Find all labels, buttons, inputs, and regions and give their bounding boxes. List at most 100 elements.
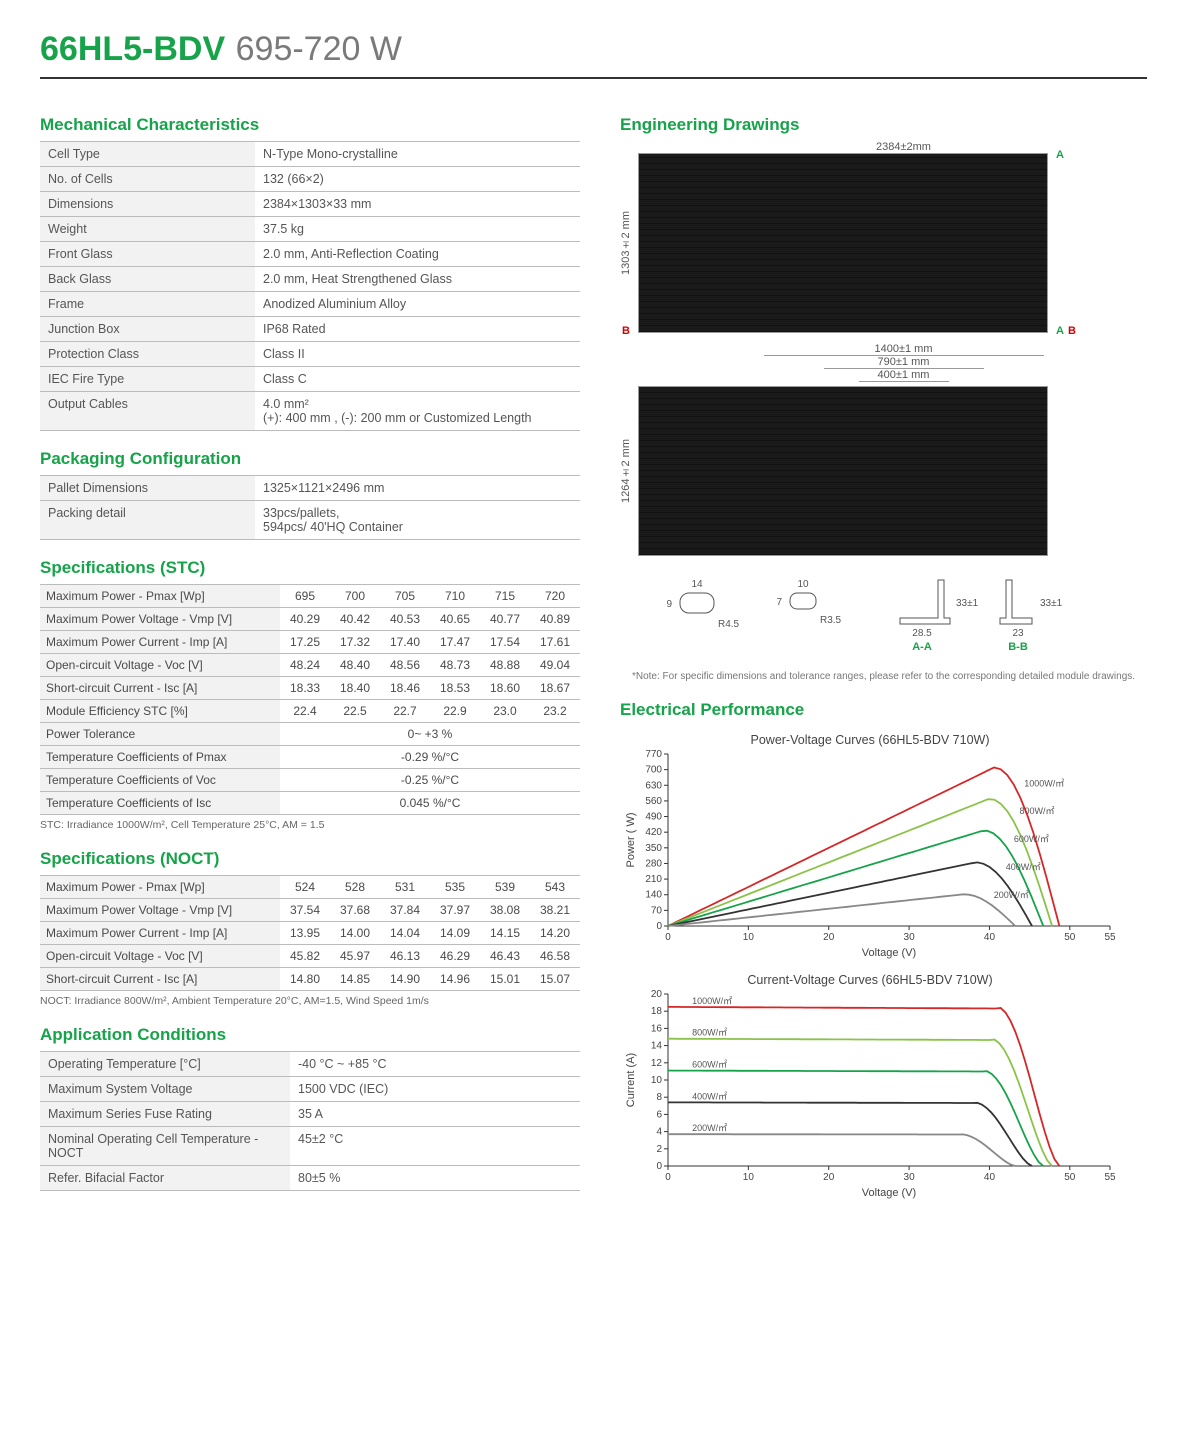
- table-row: Power Tolerance0~ +3 %: [40, 723, 580, 746]
- cell-value: 45.82: [280, 945, 330, 968]
- cell-value: 48.56: [380, 654, 430, 677]
- svg-text:20: 20: [823, 1172, 835, 1183]
- table-row: Back Glass2.0 mm, Heat Strengthened Glas…: [40, 267, 580, 292]
- table-row: Pallet Dimensions1325×1121×2496 mm: [40, 476, 580, 501]
- cell-value: 14.90: [380, 968, 430, 991]
- cell-value: 705: [380, 585, 430, 608]
- cell-value: 14.80: [280, 968, 330, 991]
- svg-text:0: 0: [656, 1161, 662, 1172]
- cell-value: 23.2: [530, 700, 580, 723]
- svg-text:210: 210: [645, 874, 662, 885]
- table-row: Maximum Power Current - Imp [A]17.2517.3…: [40, 631, 580, 654]
- cell-value: 46.58: [530, 945, 580, 968]
- cell-label: Power Tolerance: [40, 723, 280, 746]
- svg-text:600W/㎡: 600W/㎡: [692, 1060, 727, 1070]
- section-mark-a-top: A: [1056, 149, 1064, 161]
- svg-text:20: 20: [823, 932, 835, 943]
- cell-value: 14.20: [530, 922, 580, 945]
- table-row: Weight37.5 kg: [40, 217, 580, 242]
- cell-label: Maximum Power - Pmax [Wp]: [40, 876, 280, 899]
- table-row: Maximum Power - Pmax [Wp]524528531535539…: [40, 876, 580, 899]
- dim-back-height: 1264±2 mm: [620, 439, 632, 503]
- table-row: Short-circuit Current - Isc [A]18.3318.4…: [40, 677, 580, 700]
- cell-value: -0.29 %/°C: [280, 746, 580, 769]
- cell-label: Open-circuit Voltage - Voc [V]: [40, 654, 280, 677]
- table-row: IEC Fire TypeClass C: [40, 367, 580, 392]
- svg-text:16: 16: [651, 1023, 663, 1034]
- dim-front-width: 2384±2mm: [660, 141, 1147, 153]
- table-row: Open-circuit Voltage - Voc [V]48.2448.40…: [40, 654, 580, 677]
- chart-pv: Power-Voltage Curves (66HL5-BDV 710W)070…: [620, 730, 1147, 960]
- cell-value: 48.73: [430, 654, 480, 677]
- cell-key: Packing detail: [40, 501, 255, 540]
- cell-key: No. of Cells: [40, 167, 255, 192]
- cell-value: 14.96: [430, 968, 480, 991]
- cell-value: 17.47: [430, 631, 480, 654]
- cell-value: 18.67: [530, 677, 580, 700]
- cell-label: Maximum Power Voltage - Vmp [V]: [40, 608, 280, 631]
- svg-text:800W/㎡: 800W/㎡: [692, 1028, 727, 1038]
- svg-text:800W/㎡: 800W/㎡: [1019, 806, 1054, 816]
- svg-text:Current-Voltage Curves (66HL5-: Current-Voltage Curves (66HL5-BDV 710W): [747, 973, 992, 987]
- svg-text:0: 0: [665, 932, 671, 943]
- cell-label: Maximum Power - Pmax [Wp]: [40, 585, 280, 608]
- cell-value: 13.95: [280, 922, 330, 945]
- table-row: Dimensions2384×1303×33 mm: [40, 192, 580, 217]
- hole1-h: 9: [666, 599, 672, 610]
- table-row: Module Efficiency STC [%]22.422.522.722.…: [40, 700, 580, 723]
- eng-profiles: 14 9 R4.5 10 7 R3.5 28.5 33±1 A-A 23: [620, 568, 1090, 658]
- cell-label: Temperature Coefficients of Voc: [40, 769, 280, 792]
- cell-key: Operating Temperature [°C]: [40, 1052, 290, 1077]
- svg-text:420: 420: [645, 827, 662, 838]
- svg-text:560: 560: [645, 796, 662, 807]
- table-row: Temperature Coefficients of Pmax-0.29 %/…: [40, 746, 580, 769]
- section-mark-a-bot: A: [1056, 325, 1064, 337]
- cell-value: 33pcs/pallets, 594pcs/ 40'HQ Container: [255, 501, 580, 540]
- cell-value: 0~ +3 %: [280, 723, 580, 746]
- cell-label: Temperature Coefficients of Isc: [40, 792, 280, 815]
- svg-text:770: 770: [645, 749, 662, 760]
- panel-back-rect: [638, 386, 1048, 556]
- table-row: Open-circuit Voltage - Voc [V]45.8245.97…: [40, 945, 580, 968]
- left-column: Mechanical Characteristics Cell TypeN-Ty…: [40, 97, 580, 1200]
- table-row: Front Glass2.0 mm, Anti-Reflection Coati…: [40, 242, 580, 267]
- cell-value: 40.77: [480, 608, 530, 631]
- profile-bb-h: 33±1: [1040, 598, 1063, 609]
- cell-value: 17.25: [280, 631, 330, 654]
- table-row: No. of Cells132 (66×2): [40, 167, 580, 192]
- svg-text:50: 50: [1064, 1172, 1076, 1183]
- cell-value: 14.85: [330, 968, 380, 991]
- cell-value: 18.46: [380, 677, 430, 700]
- table-row: Junction BoxIP68 Rated: [40, 317, 580, 342]
- section-mark-b-right: B: [1068, 325, 1076, 337]
- cell-value: 17.32: [330, 631, 380, 654]
- cell-value: 45.97: [330, 945, 380, 968]
- svg-text:55: 55: [1104, 1172, 1116, 1183]
- hole2-r: R3.5: [820, 615, 842, 626]
- dim-1400: 1400±1 mm: [764, 343, 1044, 356]
- table-spec-noct: Maximum Power - Pmax [Wp]524528531535539…: [40, 875, 580, 991]
- cell-key: Front Glass: [40, 242, 255, 267]
- heading-mechanical: Mechanical Characteristics: [40, 115, 580, 135]
- table-spec-stc: Maximum Power - Pmax [Wp]695700705710715…: [40, 584, 580, 815]
- svg-text:1000W/㎡: 1000W/㎡: [692, 996, 732, 1006]
- cell-key: Nominal Operating Cell Temperature - NOC…: [40, 1127, 290, 1166]
- table-row: Maximum Power Voltage - Vmp [V]40.2940.4…: [40, 608, 580, 631]
- cell-value: 2.0 mm, Anti-Reflection Coating: [255, 242, 580, 267]
- svg-text:200W/㎡: 200W/㎡: [994, 890, 1029, 900]
- cell-value: 14.15: [480, 922, 530, 945]
- cell-value: 14.04: [380, 922, 430, 945]
- table-row: Maximum Series Fuse Rating35 A: [40, 1102, 580, 1127]
- svg-text:6: 6: [656, 1109, 662, 1120]
- table-app-cond: Operating Temperature [°C]-40 °C ~ +85 °…: [40, 1051, 580, 1191]
- cell-key: Dimensions: [40, 192, 255, 217]
- cell-value: 15.07: [530, 968, 580, 991]
- svg-text:Voltage (V): Voltage (V): [862, 1187, 916, 1199]
- svg-text:200W/㎡: 200W/㎡: [692, 1123, 727, 1133]
- cell-key: Junction Box: [40, 317, 255, 342]
- hole2-h: 7: [776, 597, 782, 608]
- cell-value: 528: [330, 876, 380, 899]
- svg-text:4: 4: [656, 1127, 662, 1138]
- hole2-w: 10: [797, 579, 809, 590]
- svg-text:55: 55: [1104, 932, 1116, 943]
